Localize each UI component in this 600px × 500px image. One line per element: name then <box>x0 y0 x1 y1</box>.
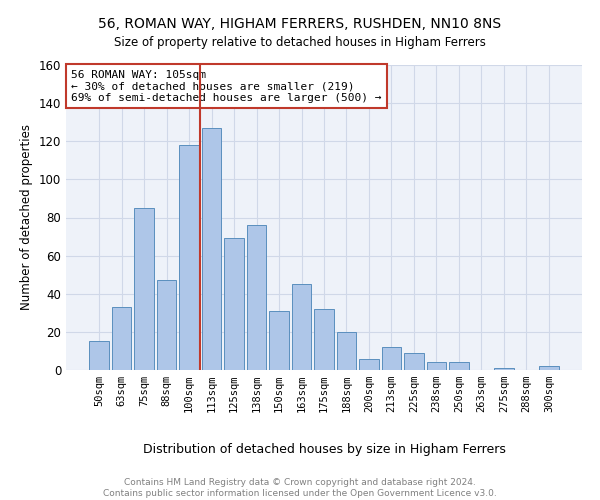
Bar <box>494 368 514 370</box>
Bar <box>247 225 266 370</box>
Y-axis label: Number of detached properties: Number of detached properties <box>20 124 33 310</box>
Bar <box>89 342 109 370</box>
Bar <box>179 145 199 370</box>
Bar <box>157 280 176 370</box>
Bar <box>337 332 356 370</box>
Bar <box>404 353 424 370</box>
Text: 56, ROMAN WAY, HIGHAM FERRERS, RUSHDEN, NN10 8NS: 56, ROMAN WAY, HIGHAM FERRERS, RUSHDEN, … <box>98 18 502 32</box>
Bar <box>269 311 289 370</box>
Bar <box>112 307 131 370</box>
Bar <box>314 309 334 370</box>
Bar <box>359 358 379 370</box>
Text: Contains HM Land Registry data © Crown copyright and database right 2024.
Contai: Contains HM Land Registry data © Crown c… <box>103 478 497 498</box>
Bar <box>202 128 221 370</box>
Text: Distribution of detached houses by size in Higham Ferrers: Distribution of detached houses by size … <box>143 442 505 456</box>
Bar <box>539 366 559 370</box>
Text: 56 ROMAN WAY: 105sqm
← 30% of detached houses are smaller (219)
69% of semi-deta: 56 ROMAN WAY: 105sqm ← 30% of detached h… <box>71 70 382 103</box>
Text: Size of property relative to detached houses in Higham Ferrers: Size of property relative to detached ho… <box>114 36 486 49</box>
Bar <box>134 208 154 370</box>
Bar <box>449 362 469 370</box>
Bar <box>224 238 244 370</box>
Bar <box>382 347 401 370</box>
Bar <box>427 362 446 370</box>
Bar <box>292 284 311 370</box>
